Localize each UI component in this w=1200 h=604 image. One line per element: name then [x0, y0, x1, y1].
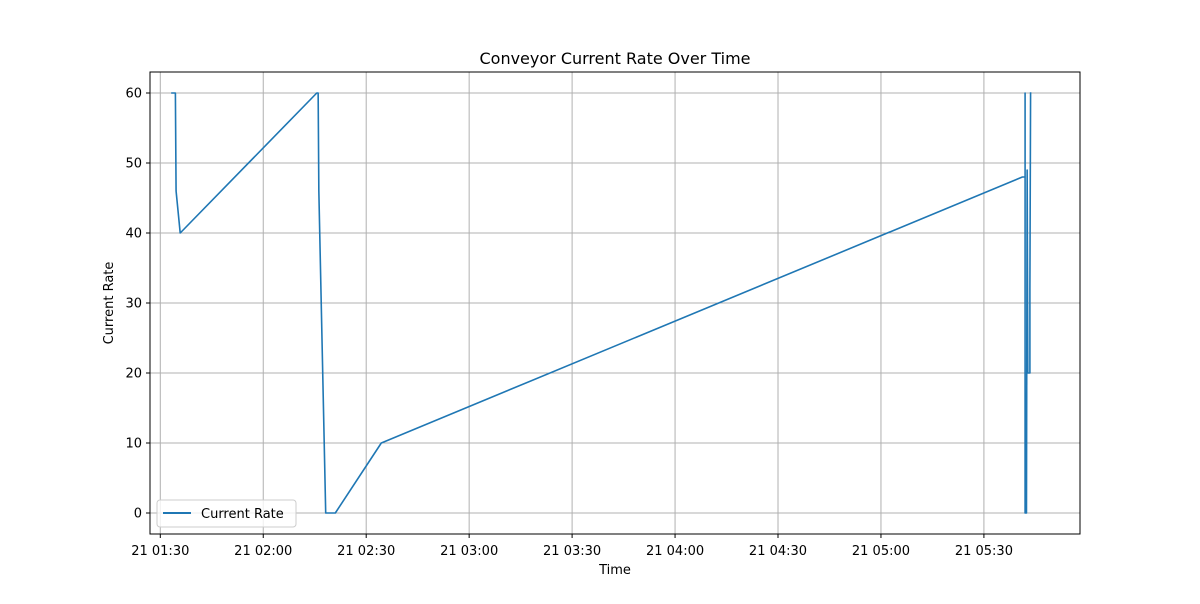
y-axis-ticks: 0 10 20 30 40 50 60	[125, 87, 150, 522]
x-tick-label: 21 01:30	[131, 544, 189, 559]
x-tick-label: 21 05:30	[955, 544, 1013, 559]
y-tick-label: 20	[125, 367, 142, 382]
y-tick-label: 10	[125, 437, 142, 452]
x-tick-label: 21 04:00	[646, 544, 704, 559]
x-tick-label: 21 03:30	[543, 544, 601, 559]
y-tick-label: 40	[125, 227, 142, 242]
legend-label: Current Rate	[201, 507, 284, 522]
y-axis-label: Current Rate	[102, 262, 117, 345]
chart-title: Conveyor Current Rate Over Time	[479, 49, 750, 68]
legend-box	[156, 499, 297, 528]
grid-lines	[150, 72, 1080, 534]
y-tick-label: 0	[134, 507, 142, 522]
x-tick-label: 21 04:30	[749, 544, 807, 559]
series-line-current-rate	[171, 92, 1032, 514]
y-tick-label: 30	[125, 297, 142, 312]
y-tick-label: 50	[125, 157, 142, 172]
x-tick-label: 21 02:00	[234, 544, 292, 559]
legend: Current Rate	[156, 499, 297, 528]
x-axis-ticks: 21 01:30 21 02:00 21 02:30 21 03:00 21 03:30…	[131, 534, 1013, 559]
x-axis-label: Time	[598, 563, 631, 578]
series-layer	[171, 92, 1032, 514]
x-tick-label: 21 02:30	[337, 544, 395, 559]
x-tick-label: 21 05:00	[852, 544, 910, 559]
x-tick-label: 21 03:00	[440, 544, 498, 559]
y-tick-label: 60	[125, 87, 142, 102]
